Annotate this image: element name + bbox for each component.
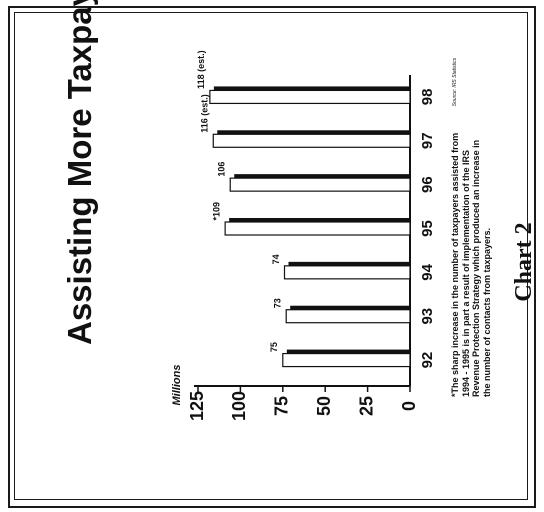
value-tick-label: 50 <box>314 396 334 416</box>
category-tick-label: 96 <box>419 176 436 193</box>
value-tick-label: 25 <box>356 396 376 416</box>
data-label: 73 <box>273 298 283 308</box>
data-label: 106 <box>217 162 227 177</box>
data-label: *109 <box>212 202 222 221</box>
inner-border <box>14 12 528 500</box>
category-tick-label: 94 <box>419 263 436 280</box>
bar <box>209 89 411 105</box>
data-label: 116 (est.) <box>200 94 210 133</box>
category-tick-label: 98 <box>419 89 436 106</box>
category-tick-label: 97 <box>419 132 436 149</box>
bar <box>282 352 411 368</box>
data-label: 74 <box>271 254 281 264</box>
category-tick-label: 93 <box>419 308 436 325</box>
bar <box>224 221 411 236</box>
value-tick-label: 75 <box>272 396 292 416</box>
data-label: 118 (est.) <box>196 50 206 89</box>
category-tick-label: 92 <box>419 352 436 369</box>
value-tick-label: 100 <box>229 391 249 421</box>
bar <box>229 177 411 192</box>
value-tick-label: 0 <box>399 401 419 411</box>
data-label: 75 <box>269 342 279 352</box>
bar <box>285 309 411 324</box>
category-tick-label: 95 <box>419 220 436 237</box>
outer-border <box>8 6 536 508</box>
bar <box>212 133 411 148</box>
value-tick-label: 125 <box>187 391 207 421</box>
bar <box>283 265 411 280</box>
